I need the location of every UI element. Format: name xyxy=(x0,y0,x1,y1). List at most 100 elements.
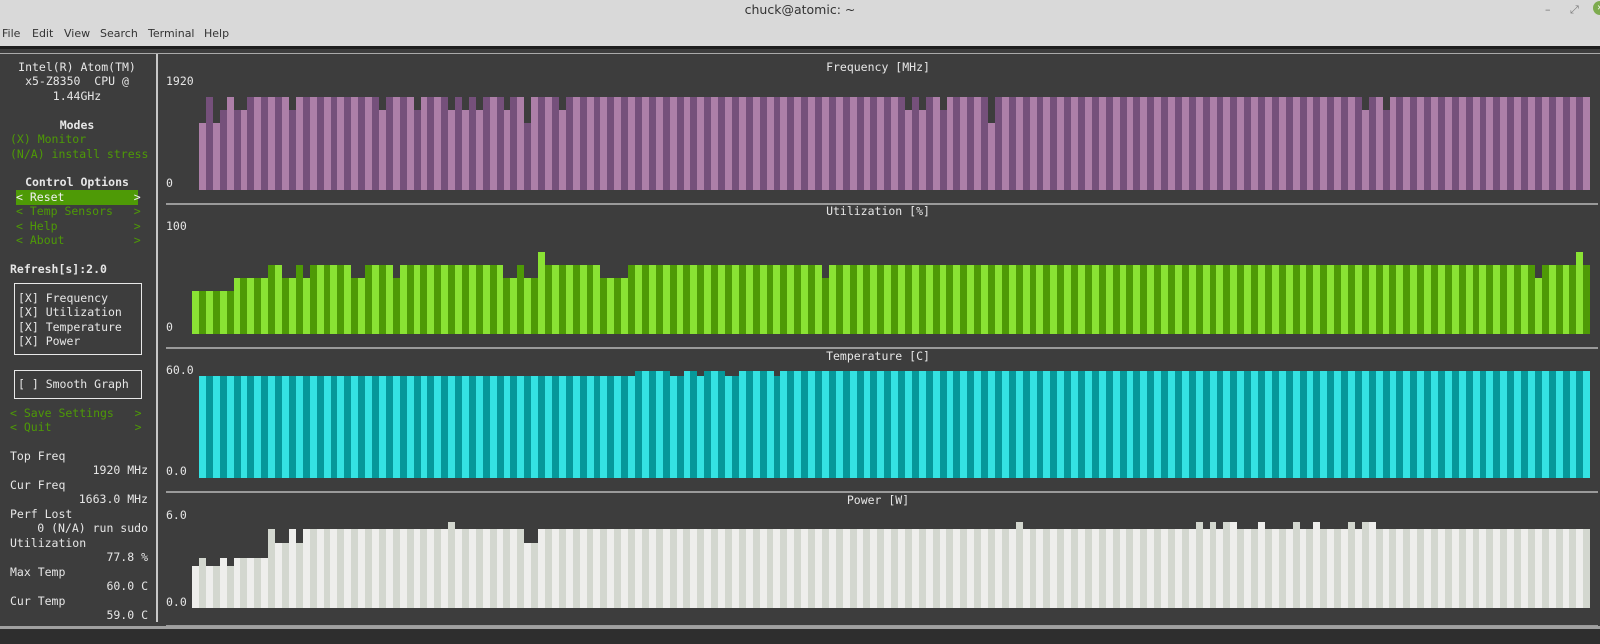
bar xyxy=(531,376,539,478)
bar xyxy=(1036,265,1044,334)
terminal-area[interactable]: Intel(R) Atom(TM) x5-Z8350 CPU @ 1.44GHz… xyxy=(0,54,1600,644)
bar xyxy=(1382,371,1390,478)
bar xyxy=(628,265,635,334)
bar xyxy=(1569,371,1577,478)
bar xyxy=(1507,371,1515,478)
save-settings-button[interactable]: < Save Settings > xyxy=(10,406,142,420)
power-title: Power [W] xyxy=(846,493,910,507)
bar xyxy=(510,376,518,478)
bar xyxy=(434,265,442,334)
bar xyxy=(690,529,698,608)
bar xyxy=(316,265,324,334)
bar xyxy=(1493,529,1501,608)
menu-view[interactable]: View xyxy=(64,27,91,40)
help-button[interactable]: < Help > xyxy=(16,219,141,233)
bar xyxy=(1465,97,1473,190)
bar xyxy=(586,97,594,190)
quit-button[interactable]: < Quit > xyxy=(10,420,142,434)
menu-terminal[interactable]: Terminal xyxy=(148,27,195,40)
toggle-frequency[interactable]: [X] Frequency xyxy=(18,291,109,305)
about-button[interactable]: < About > xyxy=(16,233,141,247)
bar xyxy=(1071,529,1078,608)
refresh-rate[interactable]: Refresh[s]:2.0 xyxy=(10,262,107,276)
bar xyxy=(524,123,532,190)
bar xyxy=(1105,529,1113,608)
bar xyxy=(475,110,483,190)
menu-search[interactable]: Search xyxy=(100,27,138,40)
bar xyxy=(551,529,559,608)
bar xyxy=(662,371,670,478)
bar xyxy=(946,371,954,478)
bar xyxy=(1583,529,1591,608)
bar xyxy=(648,371,656,478)
sidebar: Intel(R) Atom(TM) x5-Z8350 CPU @ 1.44GHz… xyxy=(0,54,154,632)
reset-button[interactable]: < Reset > xyxy=(16,190,141,205)
bar xyxy=(1444,97,1452,190)
bar xyxy=(205,291,213,334)
bar xyxy=(953,265,961,334)
bar xyxy=(1437,529,1445,608)
bar xyxy=(738,529,746,608)
bar xyxy=(1327,371,1335,478)
bar xyxy=(1195,522,1203,608)
bar xyxy=(1576,371,1584,478)
bar xyxy=(434,529,442,608)
toggle-temperature[interactable]: [X] Temperature xyxy=(18,320,122,334)
toggle-utilization[interactable]: [X] Utilization xyxy=(18,305,122,319)
bar xyxy=(1348,97,1355,190)
bar xyxy=(1410,97,1418,190)
temp-sensors-button[interactable]: < Temp Sensors > xyxy=(16,204,141,218)
bar xyxy=(697,97,705,190)
bar xyxy=(1327,97,1335,190)
bar xyxy=(607,529,615,608)
bar xyxy=(766,265,774,334)
bar xyxy=(420,265,428,334)
bar xyxy=(683,97,691,190)
menu-file[interactable]: File xyxy=(2,27,21,40)
bar xyxy=(1541,371,1549,478)
toggle-power[interactable]: [X] Power xyxy=(18,334,81,348)
bar xyxy=(731,97,739,190)
bar xyxy=(1161,529,1168,608)
terminal-bottom-border xyxy=(0,626,1600,629)
bar xyxy=(1029,371,1037,478)
bar xyxy=(1313,97,1321,190)
bar xyxy=(1396,265,1404,334)
bar xyxy=(960,371,968,478)
bar xyxy=(510,97,518,190)
bar xyxy=(226,566,234,608)
bar xyxy=(628,97,636,190)
bar xyxy=(690,371,698,478)
bar xyxy=(358,376,366,478)
bar xyxy=(1057,97,1065,190)
bar xyxy=(1036,371,1044,478)
bar xyxy=(1085,371,1092,478)
maximize-button[interactable]: ⤢ xyxy=(1570,3,1579,16)
menu-edit[interactable]: Edit xyxy=(32,27,54,40)
bar xyxy=(316,97,324,190)
bar xyxy=(1493,371,1501,478)
bar xyxy=(1361,265,1369,334)
close-button[interactable]: ✕ xyxy=(1593,1,1600,15)
bar xyxy=(1500,529,1508,608)
window-title: chuck@atomic: ~ xyxy=(744,2,856,17)
toggle-smooth-graph[interactable]: [ ] Smooth Graph xyxy=(18,377,129,391)
minimize-button[interactable]: – xyxy=(1545,3,1551,16)
menu-help[interactable]: Help xyxy=(204,27,230,40)
bar xyxy=(704,529,712,608)
bar xyxy=(1410,529,1418,608)
bar xyxy=(856,97,864,190)
bar xyxy=(496,97,504,190)
bar xyxy=(413,265,421,334)
bar xyxy=(413,110,421,190)
bar xyxy=(808,371,816,478)
mode-monitor[interactable]: (X) Monitor xyxy=(10,132,87,146)
bar xyxy=(1216,371,1224,478)
bar xyxy=(281,278,289,334)
bar xyxy=(835,529,843,608)
mode-stress[interactable]: (N/A) install stress xyxy=(10,147,149,161)
bar xyxy=(1202,371,1210,478)
bar xyxy=(1174,97,1182,190)
bar xyxy=(268,97,276,190)
temperature-ymax: 60.0 xyxy=(166,363,194,377)
